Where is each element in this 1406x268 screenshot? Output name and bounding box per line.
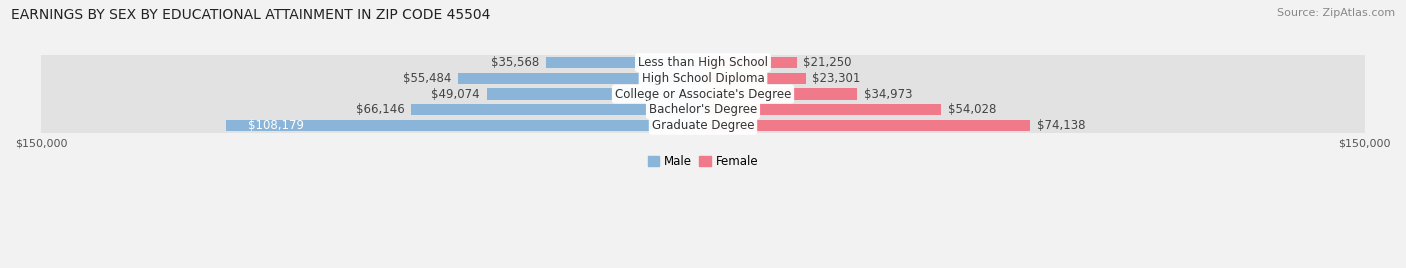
Bar xyxy=(41,102,1365,118)
Text: $54,028: $54,028 xyxy=(948,103,997,116)
Bar xyxy=(486,88,703,100)
Bar xyxy=(703,73,806,84)
Text: $35,568: $35,568 xyxy=(491,56,540,69)
Text: High School Diploma: High School Diploma xyxy=(641,72,765,85)
Text: $108,179: $108,179 xyxy=(247,119,304,132)
Bar xyxy=(41,86,1365,102)
Text: College or Associate's Degree: College or Associate's Degree xyxy=(614,88,792,100)
Text: Source: ZipAtlas.com: Source: ZipAtlas.com xyxy=(1277,8,1395,18)
Bar xyxy=(41,55,1365,71)
Bar xyxy=(41,70,1365,86)
Bar xyxy=(226,120,703,131)
Bar xyxy=(703,120,1031,131)
Text: $21,250: $21,250 xyxy=(803,56,852,69)
Text: $74,138: $74,138 xyxy=(1036,119,1085,132)
Text: $23,301: $23,301 xyxy=(813,72,860,85)
Text: $55,484: $55,484 xyxy=(404,72,451,85)
Text: Bachelor's Degree: Bachelor's Degree xyxy=(650,103,756,116)
Bar xyxy=(458,73,703,84)
Bar xyxy=(41,117,1365,133)
Text: $66,146: $66,146 xyxy=(356,103,405,116)
Text: Less than High School: Less than High School xyxy=(638,56,768,69)
Bar xyxy=(411,104,703,115)
Text: $49,074: $49,074 xyxy=(432,88,479,100)
Bar xyxy=(703,88,858,100)
Legend: Male, Female: Male, Female xyxy=(643,150,763,173)
Text: Graduate Degree: Graduate Degree xyxy=(652,119,754,132)
Text: EARNINGS BY SEX BY EDUCATIONAL ATTAINMENT IN ZIP CODE 45504: EARNINGS BY SEX BY EDUCATIONAL ATTAINMEN… xyxy=(11,8,491,22)
Text: $34,973: $34,973 xyxy=(863,88,912,100)
Bar xyxy=(546,57,703,68)
Bar xyxy=(703,57,797,68)
Bar xyxy=(703,104,942,115)
